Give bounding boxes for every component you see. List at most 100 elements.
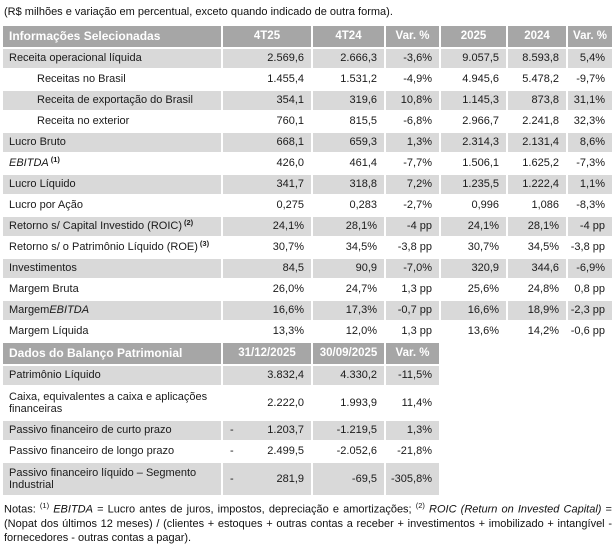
row-label-text: Passivo financeiro de longo prazo <box>9 445 175 458</box>
row-label: Receita no exterior <box>3 112 221 131</box>
value-cell: 318,8 <box>313 175 384 194</box>
column-header-var-quarter: Var. % <box>386 26 439 47</box>
value-cell: 815,5 <box>349 115 377 128</box>
row-label-text: Passivo financeiro líquido – Segmento In… <box>9 466 197 491</box>
row-label-text: Margem <box>9 304 50 317</box>
value-cell: 0,283 <box>349 199 377 212</box>
value-cell: 2.241,8 <box>522 115 559 128</box>
value-cell: 2.222,0 <box>267 396 304 409</box>
value-cell: 1.993,9 <box>340 396 377 409</box>
column-header-30-09-2025: 30/09/2025 <box>313 343 384 364</box>
value-cell: 8.593,8 <box>508 49 566 68</box>
footnotes: Notas: (1) EBITDA = Lucro antes de juros… <box>4 501 612 545</box>
value-cell: 1,3 pp <box>401 325 432 338</box>
value-cell: -8,3% <box>576 199 605 212</box>
column-header-4t24: 4T24 <box>313 26 384 47</box>
row-label: Margem Líquida <box>3 322 221 341</box>
value-cell: 26,0% <box>272 283 304 296</box>
value-cell: -7,3% <box>576 157 605 170</box>
table-row: Lucro por Ação 0,275 0,283 -2,7% 0,996 1,086 -… <box>3 196 613 215</box>
row-label: Investimentos <box>3 259 221 278</box>
units-note: (R$ milhões e variação em percentual, ex… <box>4 6 393 18</box>
section2-body: Patrimônio Líquido 3.832,4 4.330,2 -11,5% Ca… <box>3 366 613 495</box>
table-row: Investimentos 84,5 90,9 -7,0% 320,9 344,6 -6,9… <box>3 259 613 278</box>
value-cell: 24,1% <box>223 217 311 236</box>
value-cell: -3,8 pp <box>570 241 605 254</box>
row-label: Margem EBITDA <box>3 301 221 320</box>
value-cell: 30,7% <box>272 241 304 254</box>
value-cell: -7,0% <box>386 259 439 278</box>
value-cell: 24,1% <box>441 217 506 236</box>
footnote-text: EBITDA <box>53 503 93 516</box>
column-header-2024: 2024 <box>508 26 566 47</box>
value-cell: 31,1% <box>568 91 612 110</box>
value-cell: 84,5 <box>223 259 311 278</box>
value-cell: 341,7 <box>223 175 311 194</box>
value-cell: 1,086 <box>531 199 559 212</box>
value-cell: 13,3% <box>272 325 304 338</box>
row-label: Margem Bruta <box>3 280 221 299</box>
selected-information-table: Informações Selecionadas 4T25 4T24 Var. … <box>3 26 613 495</box>
row-label-text: Receita operacional líquida <box>9 52 142 65</box>
value-cell: -3,8 pp <box>397 241 432 254</box>
column-header-var-balance: Var. % <box>386 343 439 364</box>
value-cell: - 2.499,5 <box>223 442 311 461</box>
value-cell: 34,5% <box>527 241 559 254</box>
value-cell: -4,9% <box>403 73 432 86</box>
value-cell: 17,3% <box>313 301 384 320</box>
value-cell: 2.131,4 <box>508 133 566 152</box>
value-cell: 4.945,6 <box>462 73 499 86</box>
table-row: Receita no exterior 760,1 815,5 -6,8% 2.966,… <box>3 112 613 131</box>
value-cell: 5,4% <box>568 49 612 68</box>
value-cell: 12,0% <box>345 325 377 338</box>
value-cell: 24,7% <box>345 283 377 296</box>
value-cell: 28,1% <box>313 217 384 236</box>
value-cell: 2.966,7 <box>462 115 499 128</box>
value-cell: -2.052,6 <box>336 445 377 458</box>
value-cell: 0,996 <box>471 199 499 212</box>
value-cell: 0,8 pp <box>574 283 605 296</box>
value-cell: 90,9 <box>313 259 384 278</box>
value-cell: 2.314,3 <box>441 133 506 152</box>
value-cell: 16,6% <box>441 301 506 320</box>
table-row: Passivo financeiro de curto prazo - 1.203,… <box>3 421 613 440</box>
row-label-text: Receitas no Brasil <box>37 73 126 86</box>
row-label-text: Margem Líquida <box>9 325 89 338</box>
value-cell: 1.455,4 <box>267 73 304 86</box>
footnote-text: Notas: <box>4 503 40 516</box>
footnote-ref: (3) <box>199 239 210 248</box>
row-label: Lucro Líquido <box>3 175 221 194</box>
table-row: Lucro Bruto 668,1 659,3 1,3% 2.314,3 2.131,4 8… <box>3 133 613 152</box>
value-cell: -4 pp <box>568 217 612 236</box>
row-label: EBITDA (1) <box>3 154 221 173</box>
row-label-text: EBITDA <box>9 157 49 170</box>
row-label-text: EBITDA <box>49 304 90 317</box>
value-cell: 32,3% <box>573 115 605 128</box>
value-cell: 1.625,2 <box>522 157 559 170</box>
value-cell: -9,7% <box>576 73 605 86</box>
value-cell: 1,3 pp <box>401 283 432 296</box>
row-label: Passivo financeiro de longo prazo <box>3 442 221 461</box>
row-label-text: Receita no exterior <box>37 115 130 128</box>
value-cell: 28,1% <box>508 217 566 236</box>
value-text: 281,9 <box>276 472 304 485</box>
value-cell: -6,8% <box>403 115 432 128</box>
value-cell: 1.506,1 <box>462 157 499 170</box>
value-cell: -69,5 <box>313 463 384 495</box>
value-cell: -2,7% <box>403 199 432 212</box>
column-header-2025: 2025 <box>441 26 506 47</box>
table-row: Margem Bruta 26,0% 24,7% 1,3 pp 25,6% 24,8% 0,… <box>3 280 613 299</box>
value-cell: 25,6% <box>467 283 499 296</box>
value-cell: -4 pp <box>386 217 439 236</box>
row-label: Lucro por Ação <box>3 196 221 215</box>
value-cell: -21,8% <box>397 445 432 458</box>
value-text: 2.499,5 <box>267 445 304 458</box>
row-label: Passivo financeiro líquido – Segmento In… <box>3 463 221 495</box>
footnote-text: ROIC (Return on Invested Capital) <box>429 503 602 516</box>
minus-sign: - <box>230 472 234 485</box>
value-cell: - 281,9 <box>223 463 311 495</box>
value-cell: 873,8 <box>508 91 566 110</box>
row-label: Receita operacional líquida <box>3 49 221 68</box>
minus-sign: - <box>230 424 234 437</box>
value-cell: -0,7 pp <box>386 301 439 320</box>
